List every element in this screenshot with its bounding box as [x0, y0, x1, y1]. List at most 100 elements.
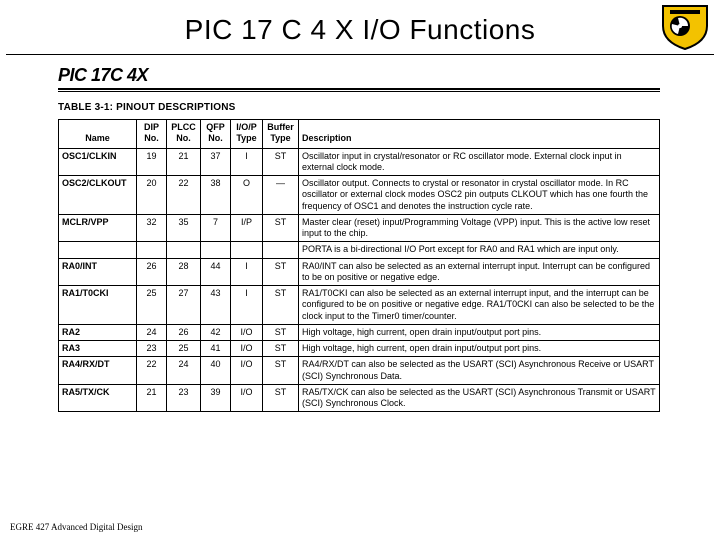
cell-plcc: 35 — [167, 214, 201, 242]
cell-dip: 32 — [137, 214, 167, 242]
cell-qfp: 44 — [201, 258, 231, 286]
col-header-iop: I/O/P Type — [231, 120, 263, 149]
cell-iop: I — [231, 258, 263, 286]
cell-name: RA5/TX/CK — [59, 384, 137, 412]
cell-plcc — [167, 242, 201, 258]
cell-buf: ST — [263, 286, 299, 325]
chip-label: PIC 17C 4X — [58, 65, 660, 86]
cell-buf: — — [263, 176, 299, 215]
table-row: PORTA is a bi-directional I/O Port excep… — [59, 242, 660, 258]
content-area: PIC 17C 4X TABLE 3-1: PINOUT DESCRIPTION… — [0, 55, 720, 412]
cell-qfp: 40 — [201, 357, 231, 385]
table-body: OSC1/CLKIN192137ISTOscillator input in c… — [59, 148, 660, 412]
cell-name: RA4/RX/DT — [59, 357, 137, 385]
table-row: RA0/INT262844ISTRA0/INT can also be sele… — [59, 258, 660, 286]
cell-name: MCLR/VPP — [59, 214, 137, 242]
cell-desc: Oscillator input in crystal/resonator or… — [299, 148, 660, 176]
cell-name — [59, 242, 137, 258]
cell-desc: High voltage, high current, open drain i… — [299, 324, 660, 340]
cell-qfp: 43 — [201, 286, 231, 325]
cell-buf: ST — [263, 258, 299, 286]
shield-icon — [660, 4, 710, 50]
cell-desc: RA0/INT can also be selected as an exter… — [299, 258, 660, 286]
cell-buf: ST — [263, 384, 299, 412]
cell-buf: ST — [263, 357, 299, 385]
cell-plcc: 21 — [167, 148, 201, 176]
cell-dip: 22 — [137, 357, 167, 385]
cell-iop — [231, 242, 263, 258]
cell-dip: 19 — [137, 148, 167, 176]
cell-buf: ST — [263, 214, 299, 242]
title-row: PIC 17 C 4 X I/O Functions — [0, 14, 720, 52]
cell-plcc: 25 — [167, 341, 201, 357]
cell-iop: I/P — [231, 214, 263, 242]
col-header-plcc: PLCC No. — [167, 120, 201, 149]
col-header-buffer: Buffer Type — [263, 120, 299, 149]
cell-dip: 24 — [137, 324, 167, 340]
cell-dip — [137, 242, 167, 258]
cell-plcc: 26 — [167, 324, 201, 340]
cell-buf: ST — [263, 341, 299, 357]
cell-qfp — [201, 242, 231, 258]
slide: PIC 17 C 4 X I/O Functions PIC 17C 4X TA… — [0, 0, 720, 540]
cell-name: RA0/INT — [59, 258, 137, 286]
table-head: Name DIP No. PLCC No. QFP No. I/O/P Type… — [59, 120, 660, 149]
cell-qfp: 42 — [201, 324, 231, 340]
cell-desc: High voltage, high current, open drain i… — [299, 341, 660, 357]
cell-desc: Oscillator output. Connects to crystal o… — [299, 176, 660, 215]
cell-qfp: 39 — [201, 384, 231, 412]
cell-iop: I — [231, 286, 263, 325]
footer-text: EGRE 427 Advanced Digital Design — [10, 522, 142, 532]
cell-dip: 20 — [137, 176, 167, 215]
cell-name: OSC2/CLKOUT — [59, 176, 137, 215]
cell-iop: I/O — [231, 324, 263, 340]
slide-title: PIC 17 C 4 X I/O Functions — [20, 14, 700, 46]
cell-qfp: 37 — [201, 148, 231, 176]
cell-buf: ST — [263, 324, 299, 340]
cell-qfp: 38 — [201, 176, 231, 215]
cell-iop: I/O — [231, 384, 263, 412]
cell-name: RA3 — [59, 341, 137, 357]
table-row: RA5/TX/CK212339I/OSTRA5/TX/CK can also b… — [59, 384, 660, 412]
cell-dip: 26 — [137, 258, 167, 286]
cell-plcc: 22 — [167, 176, 201, 215]
cell-qfp: 41 — [201, 341, 231, 357]
double-rule — [58, 88, 660, 92]
cell-desc: PORTA is a bi-directional I/O Port excep… — [299, 242, 660, 258]
cell-buf — [263, 242, 299, 258]
logo-badge — [660, 4, 710, 50]
cell-dip: 23 — [137, 341, 167, 357]
cell-plcc: 23 — [167, 384, 201, 412]
cell-name: OSC1/CLKIN — [59, 148, 137, 176]
table-row: OSC2/CLKOUT202238O—Oscillator output. Co… — [59, 176, 660, 215]
cell-buf: ST — [263, 148, 299, 176]
col-header-desc: Description — [299, 120, 660, 149]
cell-desc: RA4/RX/DT can also be selected as the US… — [299, 357, 660, 385]
pinout-table: Name DIP No. PLCC No. QFP No. I/O/P Type… — [58, 119, 660, 412]
cell-dip: 21 — [137, 384, 167, 412]
table-row: RA2242642I/OSTHigh voltage, high current… — [59, 324, 660, 340]
table-row: OSC1/CLKIN192137ISTOscillator input in c… — [59, 148, 660, 176]
cell-plcc: 27 — [167, 286, 201, 325]
col-header-qfp: QFP No. — [201, 120, 231, 149]
col-header-name: Name — [59, 120, 137, 149]
table-row: RA3232541I/OSTHigh voltage, high current… — [59, 341, 660, 357]
cell-iop: I/O — [231, 341, 263, 357]
cell-dip: 25 — [137, 286, 167, 325]
table-caption: TABLE 3-1: PINOUT DESCRIPTIONS — [58, 102, 660, 113]
col-header-dip: DIP No. — [137, 120, 167, 149]
cell-name: RA2 — [59, 324, 137, 340]
cell-plcc: 28 — [167, 258, 201, 286]
cell-desc: RA1/T0CKI can also be selected as an ext… — [299, 286, 660, 325]
cell-name: RA1/T0CKI — [59, 286, 137, 325]
cell-iop: I — [231, 148, 263, 176]
cell-iop: O — [231, 176, 263, 215]
cell-desc: RA5/TX/CK can also be selected as the US… — [299, 384, 660, 412]
table-row: RA1/T0CKI252743ISTRA1/T0CKI can also be … — [59, 286, 660, 325]
cell-iop: I/O — [231, 357, 263, 385]
table-row: RA4/RX/DT222440I/OSTRA4/RX/DT can also b… — [59, 357, 660, 385]
cell-qfp: 7 — [201, 214, 231, 242]
table-row: MCLR/VPP32357I/PSTMaster clear (reset) i… — [59, 214, 660, 242]
cell-plcc: 24 — [167, 357, 201, 385]
cell-desc: Master clear (reset) input/Programming V… — [299, 214, 660, 242]
